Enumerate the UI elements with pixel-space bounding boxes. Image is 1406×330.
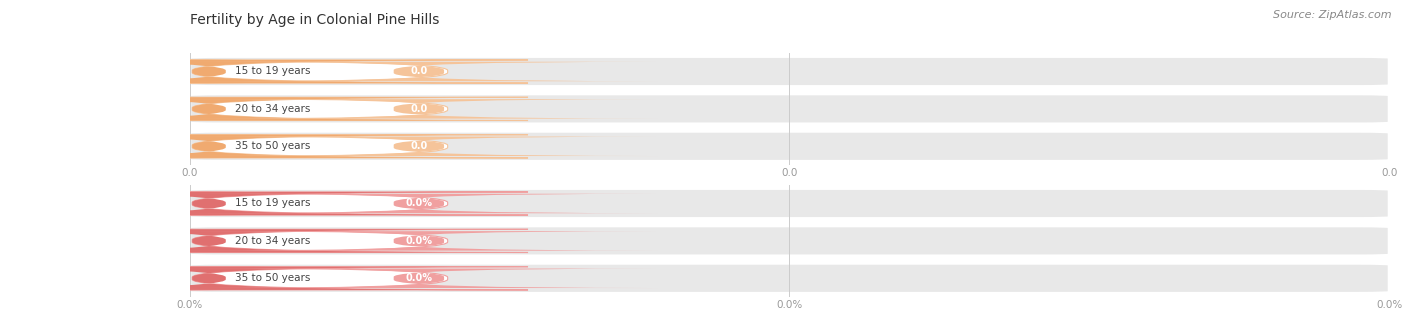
Text: 20 to 34 years: 20 to 34 years [235, 104, 311, 114]
FancyBboxPatch shape [0, 192, 529, 215]
FancyBboxPatch shape [190, 131, 1389, 161]
FancyBboxPatch shape [190, 263, 1389, 293]
Text: Fertility by Age in Colonial Pine Hills: Fertility by Age in Colonial Pine Hills [190, 13, 439, 27]
Text: 0.0%: 0.0% [405, 273, 433, 283]
FancyBboxPatch shape [180, 99, 658, 118]
FancyBboxPatch shape [112, 60, 529, 83]
FancyBboxPatch shape [112, 135, 529, 158]
Text: Source: ZipAtlas.com: Source: ZipAtlas.com [1274, 10, 1392, 20]
FancyBboxPatch shape [180, 194, 658, 213]
Text: 15 to 19 years: 15 to 19 years [235, 199, 311, 209]
FancyBboxPatch shape [112, 192, 529, 215]
Text: 0.0: 0.0 [411, 141, 427, 151]
FancyBboxPatch shape [180, 231, 658, 250]
FancyBboxPatch shape [180, 62, 658, 81]
Text: 20 to 34 years: 20 to 34 years [235, 236, 311, 246]
FancyBboxPatch shape [112, 267, 529, 290]
FancyBboxPatch shape [0, 97, 529, 120]
Text: 35 to 50 years: 35 to 50 years [235, 141, 311, 151]
Text: 0.0: 0.0 [411, 67, 427, 77]
FancyBboxPatch shape [190, 226, 1389, 256]
FancyBboxPatch shape [180, 269, 658, 288]
FancyBboxPatch shape [0, 60, 529, 83]
FancyBboxPatch shape [0, 229, 529, 252]
FancyBboxPatch shape [190, 188, 1389, 218]
FancyBboxPatch shape [112, 97, 529, 120]
FancyBboxPatch shape [112, 229, 529, 252]
FancyBboxPatch shape [0, 135, 529, 158]
FancyBboxPatch shape [180, 137, 658, 156]
Text: 0.0%: 0.0% [405, 199, 433, 209]
Text: 15 to 19 years: 15 to 19 years [235, 67, 311, 77]
Text: 0.0%: 0.0% [405, 236, 433, 246]
FancyBboxPatch shape [190, 56, 1389, 86]
Text: 0.0: 0.0 [411, 104, 427, 114]
FancyBboxPatch shape [0, 267, 529, 290]
Text: 35 to 50 years: 35 to 50 years [235, 273, 311, 283]
FancyBboxPatch shape [190, 94, 1389, 124]
